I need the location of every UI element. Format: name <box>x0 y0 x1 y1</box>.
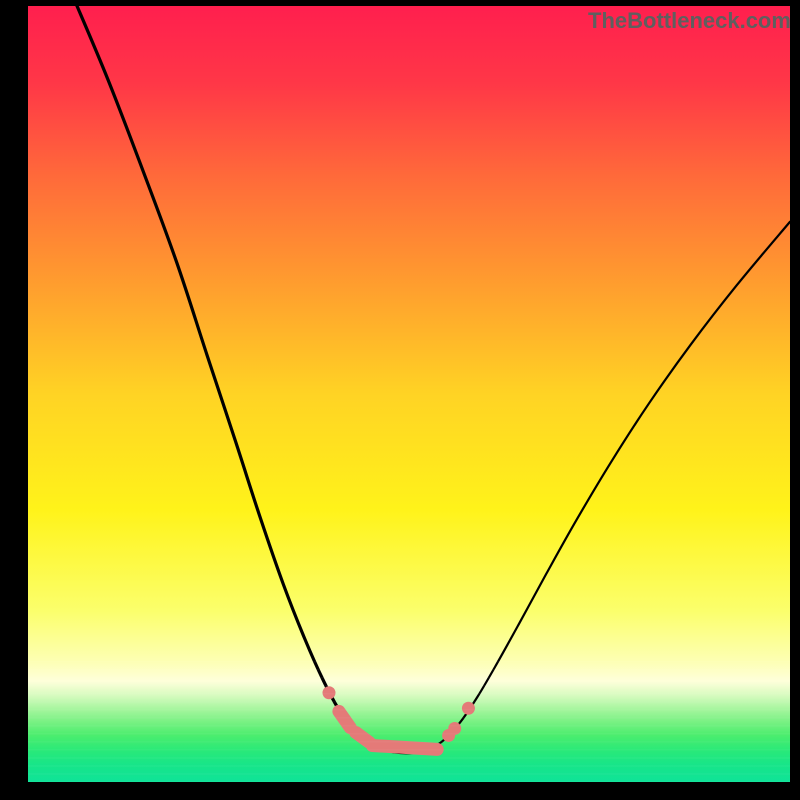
frame-left <box>0 0 28 800</box>
frame-right <box>790 0 800 800</box>
frame-bottom <box>0 782 800 800</box>
chart-stage: { "canvas": { "width": 800, "height": 80… <box>0 0 800 800</box>
plot-area <box>28 6 790 782</box>
watermark-text: TheBottleneck.com <box>588 8 791 34</box>
gradient-band-lines <box>28 6 790 782</box>
